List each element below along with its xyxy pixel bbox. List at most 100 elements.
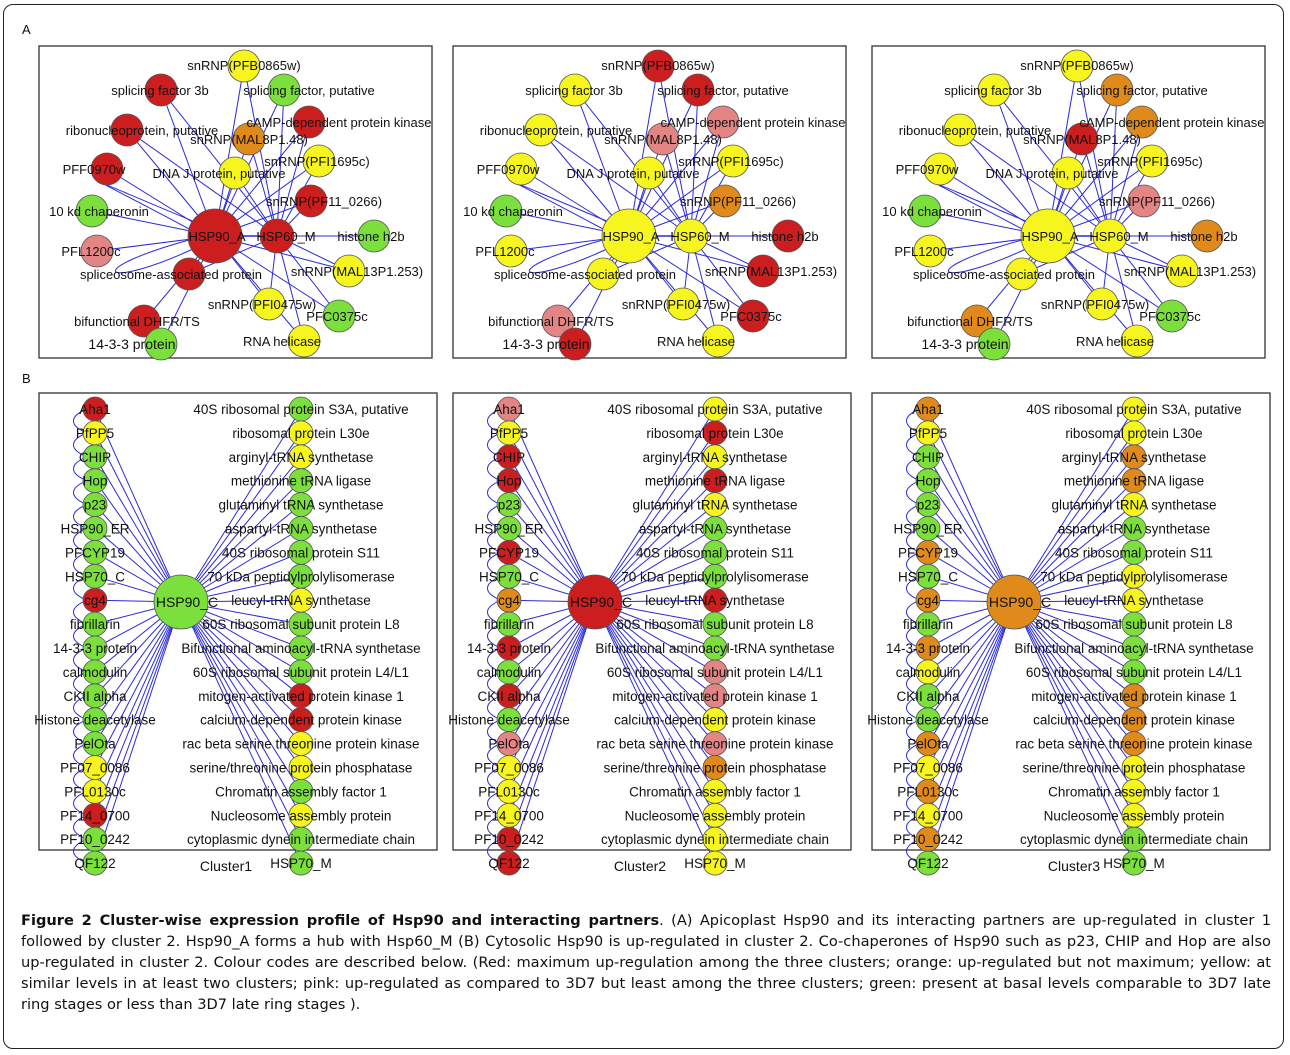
label-snrnp-pf11-0266: snRNP(PF11_0266) <box>680 194 796 209</box>
node-hsp60-m <box>1092 218 1128 254</box>
node-snrnp-pfi1695c <box>1135 144 1169 178</box>
node-hsp90-a <box>601 208 657 264</box>
label-snrnp-pf11-0266: snRNP(PF11_0266) <box>266 194 382 209</box>
node-snrnp-mal13p1-253 <box>746 254 780 288</box>
label-cytoplasmic-dynein-intermediate-chain: cytoplasmic dynein intermediate chain <box>601 832 829 847</box>
label-14-3-3-protein: 14-3-3 protein <box>53 641 137 656</box>
label-glutaminyl-trna-synthetase: glutaminyl tRNA synthetase <box>218 498 383 513</box>
label-pf07-0086: PF07_0086 <box>474 761 544 776</box>
label-snrnp-pfb0865w: snRNP(PFB0865w) <box>1020 58 1133 73</box>
node-hsp90-c <box>567 574 623 630</box>
label-bifunctional-dhfr-ts: bifunctional DHFR/TS <box>488 314 614 329</box>
label-p23: p23 <box>917 498 940 513</box>
label-40s-ribosomal-protein-s11: 40S ribosomal protein S11 <box>636 545 794 560</box>
label-nucleosome-assembly-protein: Nucleosome assembly protein <box>625 808 806 823</box>
edge <box>594 601 716 864</box>
label-snrnp-pfi0475w: snRNP(PFI0475w) <box>1041 297 1149 312</box>
label-snrnp-mal8p1-48: snRNP(MAL8P1.48) <box>190 132 308 147</box>
label-40s-ribosomal-protein-s3a-putative: 40S ribosomal protein S3A, putative <box>1026 402 1241 417</box>
label-pfcyp19: PFCYP19 <box>898 545 958 560</box>
label-bifunctional-dhfr-ts: bifunctional DHFR/TS <box>74 314 200 329</box>
label-glutaminyl-trna-synthetase: glutaminyl tRNA synthetase <box>1051 498 1216 513</box>
node-hsp90-a <box>187 208 243 264</box>
label-hsp90-c: HSP90_C <box>156 594 218 610</box>
label-serine-threonine-protein-phosphatase: serine/threonine protein phosphatase <box>604 761 827 776</box>
node-camp-dependent-protein-kinase <box>292 105 326 139</box>
label-leucyl-trna-synthetase: leucyl-tRNA synthetase <box>1064 593 1204 608</box>
nodes <box>496 396 728 876</box>
edge <box>276 89 285 237</box>
label-pfl0130c: PFL0130c <box>478 784 540 799</box>
edge <box>180 601 302 721</box>
node-ribonucleoprotein-putative <box>110 113 144 147</box>
node-pfl1200c <box>913 234 947 268</box>
edge <box>508 601 596 864</box>
edge <box>115 239 196 274</box>
node-snrnp-mal8p1-48 <box>646 122 680 156</box>
node-hsp90-a <box>1020 208 1076 264</box>
edge <box>126 129 278 237</box>
node-qf122 <box>915 850 941 876</box>
label-spliceosome-associated-protein: spliceosome-associated protein <box>494 267 676 282</box>
node-snrnp-pfi0475w <box>1085 287 1119 321</box>
label-calmodulin: calmodulin <box>896 665 961 680</box>
node-snrnp-pfi1695c <box>716 144 750 178</box>
node-hsp90-c <box>153 574 209 630</box>
label-chromatin-assembly-factor-1: Chromatin assembly factor 1 <box>215 784 387 799</box>
label-nucleosome-assembly-protein: Nucleosome assembly protein <box>211 808 392 823</box>
label-hop: Hop <box>916 474 941 489</box>
label-hsp70-c: HSP70_C <box>898 569 958 584</box>
label-pelota: PelOta <box>907 737 949 752</box>
edge <box>180 601 302 864</box>
label-dna-j-protein-putative: DNA J protein, putative <box>153 166 286 181</box>
label-pfpp5: PfPP5 <box>76 426 114 441</box>
node-hsp90-c <box>986 574 1042 630</box>
node-hsp60-m <box>259 218 295 254</box>
node-pfc0375c <box>322 299 356 333</box>
figure-frame <box>3 4 1284 1049</box>
label-snrnp-pfi1695c: snRNP(PFI1695c) <box>1097 154 1202 169</box>
label-hsp90-a: HSP90_A <box>1021 229 1078 244</box>
node-snrnp-pf11-0266 <box>1127 184 1161 218</box>
caption-title: Figure 2 Cluster-wise expression profile… <box>21 912 660 929</box>
edge <box>594 601 716 840</box>
label-camp-dependent-protein-kinase: cAMP-dependent protein kinase <box>660 115 845 130</box>
edge <box>927 456 1015 603</box>
panel-b-cluster-2: Aha1 PfPP5 CHIP Hop p23 HSP90_ER PFCYP19 HSP70_… <box>448 392 852 876</box>
label-aspartyl-trna-synthetase: aspartyl-tRNA synthetase <box>639 522 791 537</box>
label-methionine-trna-ligase: methionine tRNA ligase <box>231 474 371 489</box>
node-snrnp-mal13p1-253 <box>1165 254 1199 288</box>
label-60s-ribosomal-subunit-protein-l8: 60S ribosomal subunit protein L8 <box>1035 617 1232 632</box>
label-snrnp-pfi0475w: snRNP(PFI0475w) <box>622 297 730 312</box>
label-rna-helicase: RNA helicase <box>657 334 735 349</box>
nodes <box>75 49 391 361</box>
edge <box>1013 601 1135 721</box>
label-camp-dependent-protein-kinase: cAMP-dependent protein kinase <box>1079 115 1264 130</box>
labels: Aha1 PfPP5 CHIP Hop p23 HSP90_ER PFCYP19 HSP70_… <box>867 402 1253 871</box>
label-hsp90-a: HSP90_A <box>188 229 245 244</box>
label-14-3-3-protein: 14-3-3 protein <box>467 641 551 656</box>
node-splicing-factor-3b <box>558 73 592 107</box>
label-ckii-alpha: CKII alpha <box>896 689 960 704</box>
node-snrnp-pfb0865w <box>227 49 261 83</box>
node-ribonucleoprotein-putative <box>943 113 977 147</box>
node-splicing-factor-putative <box>267 73 301 107</box>
edge <box>1013 432 1135 603</box>
label-pfl0130c: PFL0130c <box>897 784 959 799</box>
edge <box>180 601 302 840</box>
label-hsp70-c: HSP70_C <box>65 569 125 584</box>
label-cytoplasmic-dynein-intermediate-chain: cytoplasmic dynein intermediate chain <box>187 832 415 847</box>
node-snrnp-pfb0865w <box>1060 49 1094 83</box>
node-snrnp-pfi1695c <box>302 144 336 178</box>
label-aspartyl-trna-synthetase: aspartyl-tRNA synthetase <box>225 522 377 537</box>
edge <box>1013 601 1135 768</box>
label-rac-beta-serine-threonine-protein-kinase: rac beta serine threonine protein kinase <box>596 737 833 752</box>
node-spliceosome-associated-protein <box>172 257 206 291</box>
edge <box>508 601 596 792</box>
label-pfc0375c: PFC0375c <box>1139 309 1201 324</box>
label-histone-deacetylase: Histone deacetylase <box>867 713 989 728</box>
edge <box>948 239 1029 274</box>
label-pf14-0700: PF14_0700 <box>893 808 963 823</box>
nodes <box>915 396 1147 876</box>
label-hsp90-er: HSP90_ER <box>60 522 129 537</box>
